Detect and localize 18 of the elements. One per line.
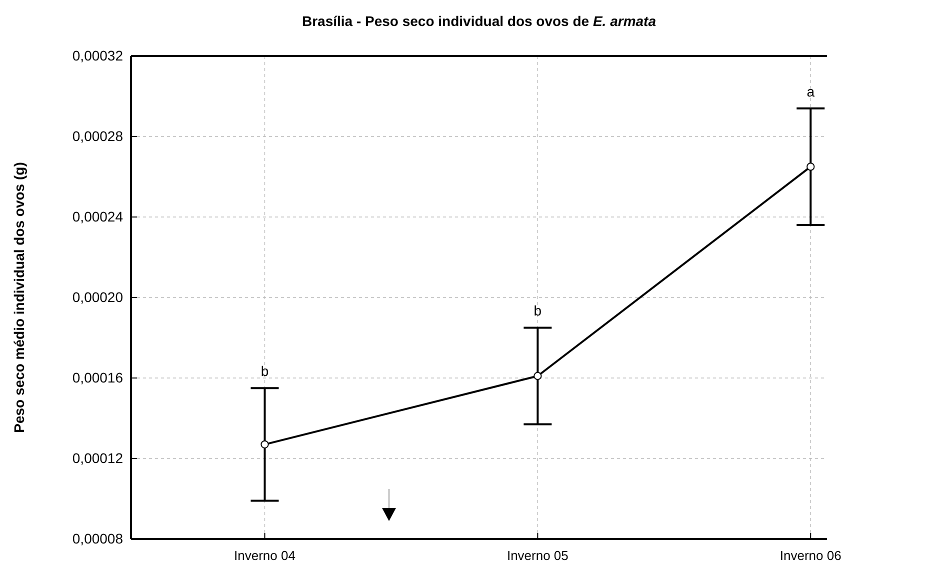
x-tick-label: Inverno 05 xyxy=(506,548,568,564)
y-tick-label: 0,00032 xyxy=(72,47,124,64)
point xyxy=(806,162,815,171)
point xyxy=(534,372,542,380)
annotation: b xyxy=(534,302,542,319)
y-tick-label: 0,00016 xyxy=(72,369,124,386)
y-axis-title: Peso seco médio individual dos ovos (g) xyxy=(11,162,27,433)
point xyxy=(260,440,269,448)
y-tick-label: 0,00024 xyxy=(72,208,124,224)
x-tick-label: Inverno 04 xyxy=(234,548,296,564)
y-tick-label: 0,00028 xyxy=(72,128,124,144)
chart-title: Brasília - Peso seco individual dos ovos de E. armata xyxy=(302,13,656,29)
annotation: b xyxy=(260,363,269,380)
annotation: a xyxy=(806,83,815,100)
x-tick-label: Inverno 06 xyxy=(780,548,842,564)
y-tick-label: 0,00012 xyxy=(72,450,124,466)
y-tick-label: 0,00008 xyxy=(72,530,124,546)
y-tick-label: 0,00020 xyxy=(72,288,124,305)
